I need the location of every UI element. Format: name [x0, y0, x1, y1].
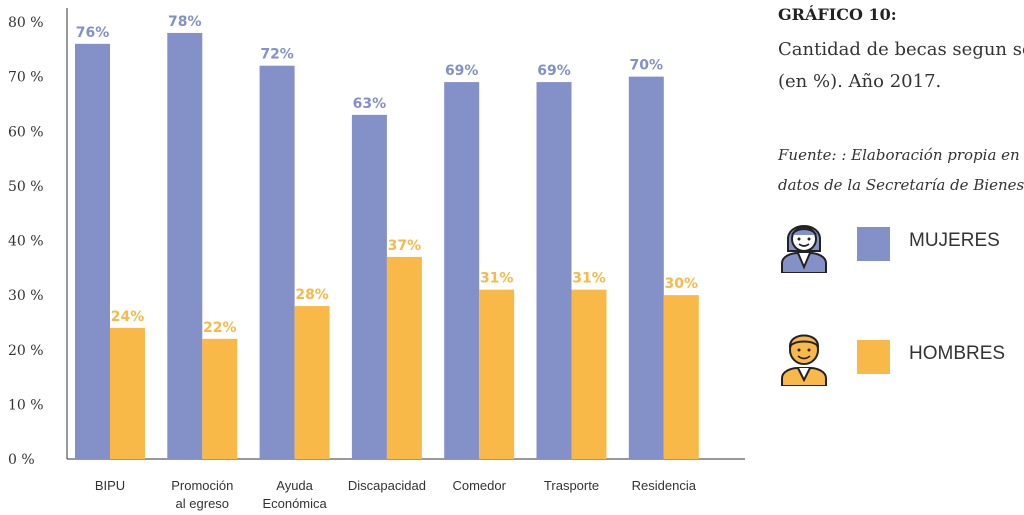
x-tick-label: Comedor [452, 478, 506, 493]
data-label: 37% [388, 238, 422, 254]
woman-avatar-icon [781, 225, 827, 273]
x-tick-label: Ayuda [276, 478, 313, 493]
x-tick-label: BIPU [95, 478, 125, 493]
figure-source: Fuente: : Elaboración propia en base a d… [778, 146, 1024, 194]
x-tick-label: Discapacidad [348, 478, 426, 493]
bar-mujeres [75, 43, 110, 459]
data-label: 22% [203, 320, 237, 336]
data-label: 72% [260, 47, 294, 63]
bar-hombres [479, 289, 515, 459]
bar-hombres [663, 295, 699, 459]
bar-chart: 0 % 10 % 20 % 30 % 40 % 50 % 60 % 70 % 80 % 76% 78… [8, 8, 745, 511]
y-tick-label: 60 % [8, 124, 44, 140]
legend-swatch-men [857, 340, 890, 374]
bar-mujeres [167, 32, 203, 460]
legend-label-women: MUJERES [909, 230, 1000, 251]
y-tick-label: 0 % [8, 452, 35, 468]
bar-hombres [571, 289, 607, 459]
data-label: 76% [76, 25, 110, 41]
x-tick-label: Promoción [171, 478, 233, 493]
data-label: 31% [480, 271, 514, 287]
y-tick-label: 80 % [8, 15, 44, 31]
legend-label-men: HOMBRES [909, 343, 1006, 364]
y-tick-label: 10 % [8, 397, 44, 413]
data-label: 31% [572, 271, 606, 287]
bar-hombres [110, 327, 145, 459]
bar-hombres [386, 256, 422, 459]
data-label: 28% [295, 287, 329, 303]
y-tick-label: 70 % [8, 70, 44, 86]
data-label: 69% [537, 63, 571, 79]
x-tick-label: Económica [262, 496, 327, 511]
x-tick-label: al egreso [176, 496, 229, 511]
x-tick-label: Residencia [632, 478, 697, 493]
legend-swatch-women [857, 227, 890, 261]
y-tick-label: 40 % [8, 234, 44, 250]
figure-title: GRÁFICO 10: [778, 5, 897, 24]
y-tick-label: 50 % [8, 179, 44, 195]
side-panel: GRÁFICO 10: Cantidad de becas segun sexo… [778, 0, 1024, 515]
data-label: 78% [168, 14, 202, 30]
data-label: 24% [111, 309, 145, 325]
x-tick-label: Trasporte [544, 478, 599, 493]
y-tick-label: 30 % [8, 288, 44, 304]
y-tick-label: 20 % [8, 343, 44, 359]
bar-mujeres [351, 114, 387, 460]
bar-hombres [202, 338, 238, 459]
legend-item-men: HOMBRES [778, 326, 1024, 386]
bar-mujeres [259, 65, 295, 459]
man-avatar-icon [781, 334, 827, 386]
legend-item-women: MUJERES [778, 213, 1024, 273]
data-label: 63% [353, 96, 387, 112]
bar-mujeres [536, 82, 572, 460]
bar-hombres [294, 306, 330, 459]
data-label: 70% [630, 58, 664, 74]
figure-subtitle: Cantidad de becas segun sexo (en %). Año… [778, 39, 1024, 92]
bar-mujeres [628, 76, 664, 459]
bar-mujeres [444, 82, 480, 460]
data-label: 30% [665, 276, 699, 292]
data-label: 69% [445, 63, 479, 79]
